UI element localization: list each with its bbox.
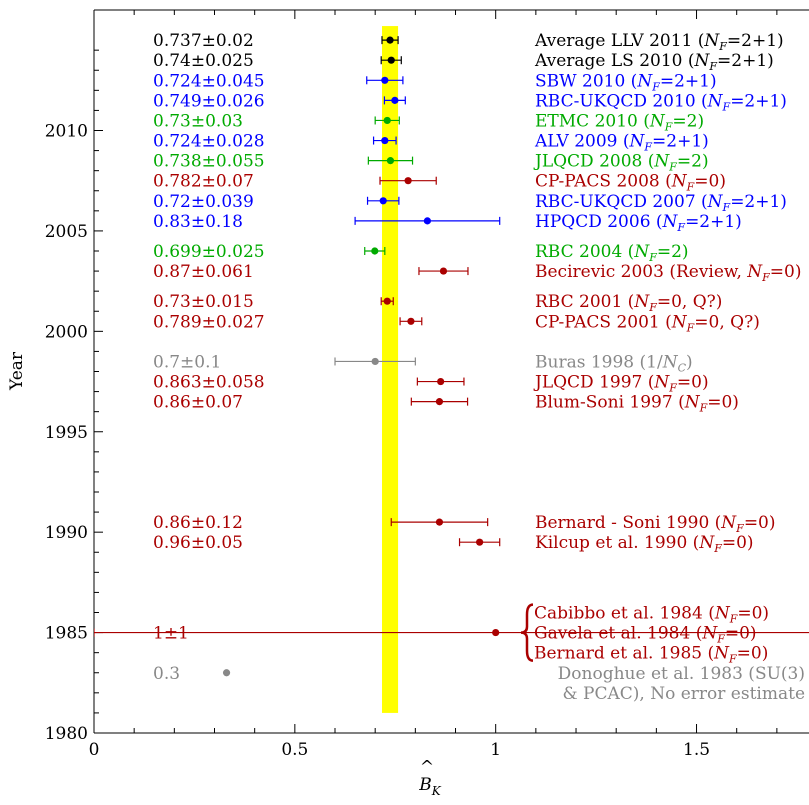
value-label: 0.83±0.18 [153, 212, 243, 232]
value-label: 0.73±0.03 [153, 111, 243, 131]
data-point [387, 56, 395, 64]
x-axis-title: BK [418, 775, 442, 798]
axis-ticks: 0 0.5 1 1.5 1980 1985 1990 1995 2000 2005 2010 [45, 10, 778, 760]
study-label: Average LS 2010 (NF​=2+1) [534, 51, 774, 73]
value-label: 0.863±0.058 [153, 373, 265, 393]
value-label: 0.87±0.061 [153, 262, 254, 282]
data-point [435, 398, 444, 406]
bracket-study-label: Bernard et al. 1985 (NF​=0) [534, 644, 768, 666]
study-label: HPQCD 2006 (NF​=2+1) [535, 212, 742, 234]
data-point [423, 217, 431, 225]
y-tick-label: 2000 [45, 322, 88, 342]
study-label: SBW 2010 (NF​=2+1) [535, 71, 717, 93]
value-label: 1±1 [153, 624, 189, 644]
data-point [437, 377, 445, 386]
value-label: 0.737±0.02 [153, 31, 254, 51]
data-point [379, 197, 387, 205]
value-label: 0.724±0.045 [153, 71, 265, 91]
value-label: 0.789±0.027 [153, 312, 265, 332]
data-point [391, 96, 399, 104]
study-label: RBC 2004 (NF​=2) [535, 242, 689, 264]
value-label: 0.782±0.07 [153, 172, 254, 192]
study-label: Average LLV 2011 (NF​=2+1) [534, 31, 784, 53]
data-point [407, 317, 415, 325]
study-label: Blum-Soni 1997 (NF​=0) [535, 393, 739, 415]
value-label: 0.7±0.1 [153, 352, 221, 372]
y-tick-label: 1980 [45, 724, 88, 744]
study-label: JLQCD 1997 (NF​=0) [533, 373, 709, 395]
y-axis-title: Year [7, 351, 27, 391]
study-label: CP-PACS 2008 (NF​=0) [535, 172, 726, 194]
study-label: Becirevic 2003 (Review, NF​=0) [535, 262, 802, 284]
study-label: RBC 2001 (NF​=0, Q?) [535, 292, 722, 314]
study-label: RBC-UKQCD 2010 (NF​=2+1) [535, 91, 787, 113]
study-label: Bernard - Soni 1990 (NF​=0) [535, 513, 776, 535]
study-label: RBC-UKQCD 2007 (NF​=2+1) [535, 192, 787, 214]
data-point [492, 628, 500, 637]
y-tick-label: 1995 [45, 423, 88, 443]
data-points [94, 36, 809, 677]
x-tick-label: 1 [490, 740, 501, 760]
x-tick-label: 0.5 [281, 740, 308, 760]
brace-1984-1985 [520, 603, 534, 662]
value-label: 0.86±0.07 [153, 393, 243, 413]
row-labels: 0.737±0.02 Average LLV 2011 (NF​=2+1) 0.74… [153, 31, 805, 704]
study-label: JLQCD 2008 (NF​=2) [533, 152, 709, 174]
value-label: 0.749±0.026 [153, 91, 265, 111]
data-point [222, 669, 231, 677]
data-point [404, 177, 412, 185]
data-point [371, 357, 379, 366]
reference-band-layer [382, 26, 399, 713]
study-label: CP-PACS 2001 (NF​=0, Q?) [535, 312, 760, 334]
bracket-study-label: Cabibbo et al. 1984 (NF​=0) [534, 604, 769, 626]
y-tick-label: 2005 [45, 222, 88, 242]
study-label: ETMC 2010 (NF​=2) [535, 111, 704, 133]
data-point [439, 267, 448, 275]
value-label: 0.738±0.055 [153, 152, 265, 172]
value-label: 0.74±0.025 [153, 51, 254, 71]
x-axis-title-hat: ^ [420, 757, 434, 777]
value-label: 0.3 [153, 664, 180, 684]
average-band [382, 26, 399, 713]
y-tick-label: 1990 [45, 523, 88, 543]
value-label: 0.96±0.05 [153, 533, 243, 553]
y-tick-label: 2010 [45, 122, 88, 142]
data-point [383, 297, 391, 305]
value-label: 0.72±0.039 [153, 192, 254, 212]
data-point [435, 518, 444, 526]
value-label: 0.73±0.015 [153, 292, 254, 312]
bracket-study-label: Gavela et al. 1984 (NF​=0) [534, 624, 757, 646]
data-point [381, 136, 389, 145]
x-tick-label: 0 [89, 740, 100, 760]
data-point [386, 36, 394, 44]
study-label: Kilcup et al. 1990 (NF​=0) [535, 533, 754, 555]
data-point [383, 116, 391, 125]
note-label: Donoghue et al. 1983 (SU(3) [558, 664, 805, 684]
value-label: 0.699±0.025 [153, 242, 265, 262]
data-point [386, 157, 395, 165]
x-tick-label: 1.5 [683, 740, 710, 760]
data-point [381, 76, 389, 84]
data-point [476, 538, 484, 546]
note-label: & PCAC), No error estimate [563, 684, 806, 704]
value-label: 0.724±0.028 [153, 132, 265, 152]
study-label: Buras 1998 (1/NC​) [535, 352, 693, 374]
value-label: 0.86±0.12 [153, 513, 243, 533]
study-label: ALV 2009 (NF​=2+1) [534, 132, 709, 154]
data-point [371, 247, 379, 255]
y-tick-label: 1985 [45, 624, 88, 644]
